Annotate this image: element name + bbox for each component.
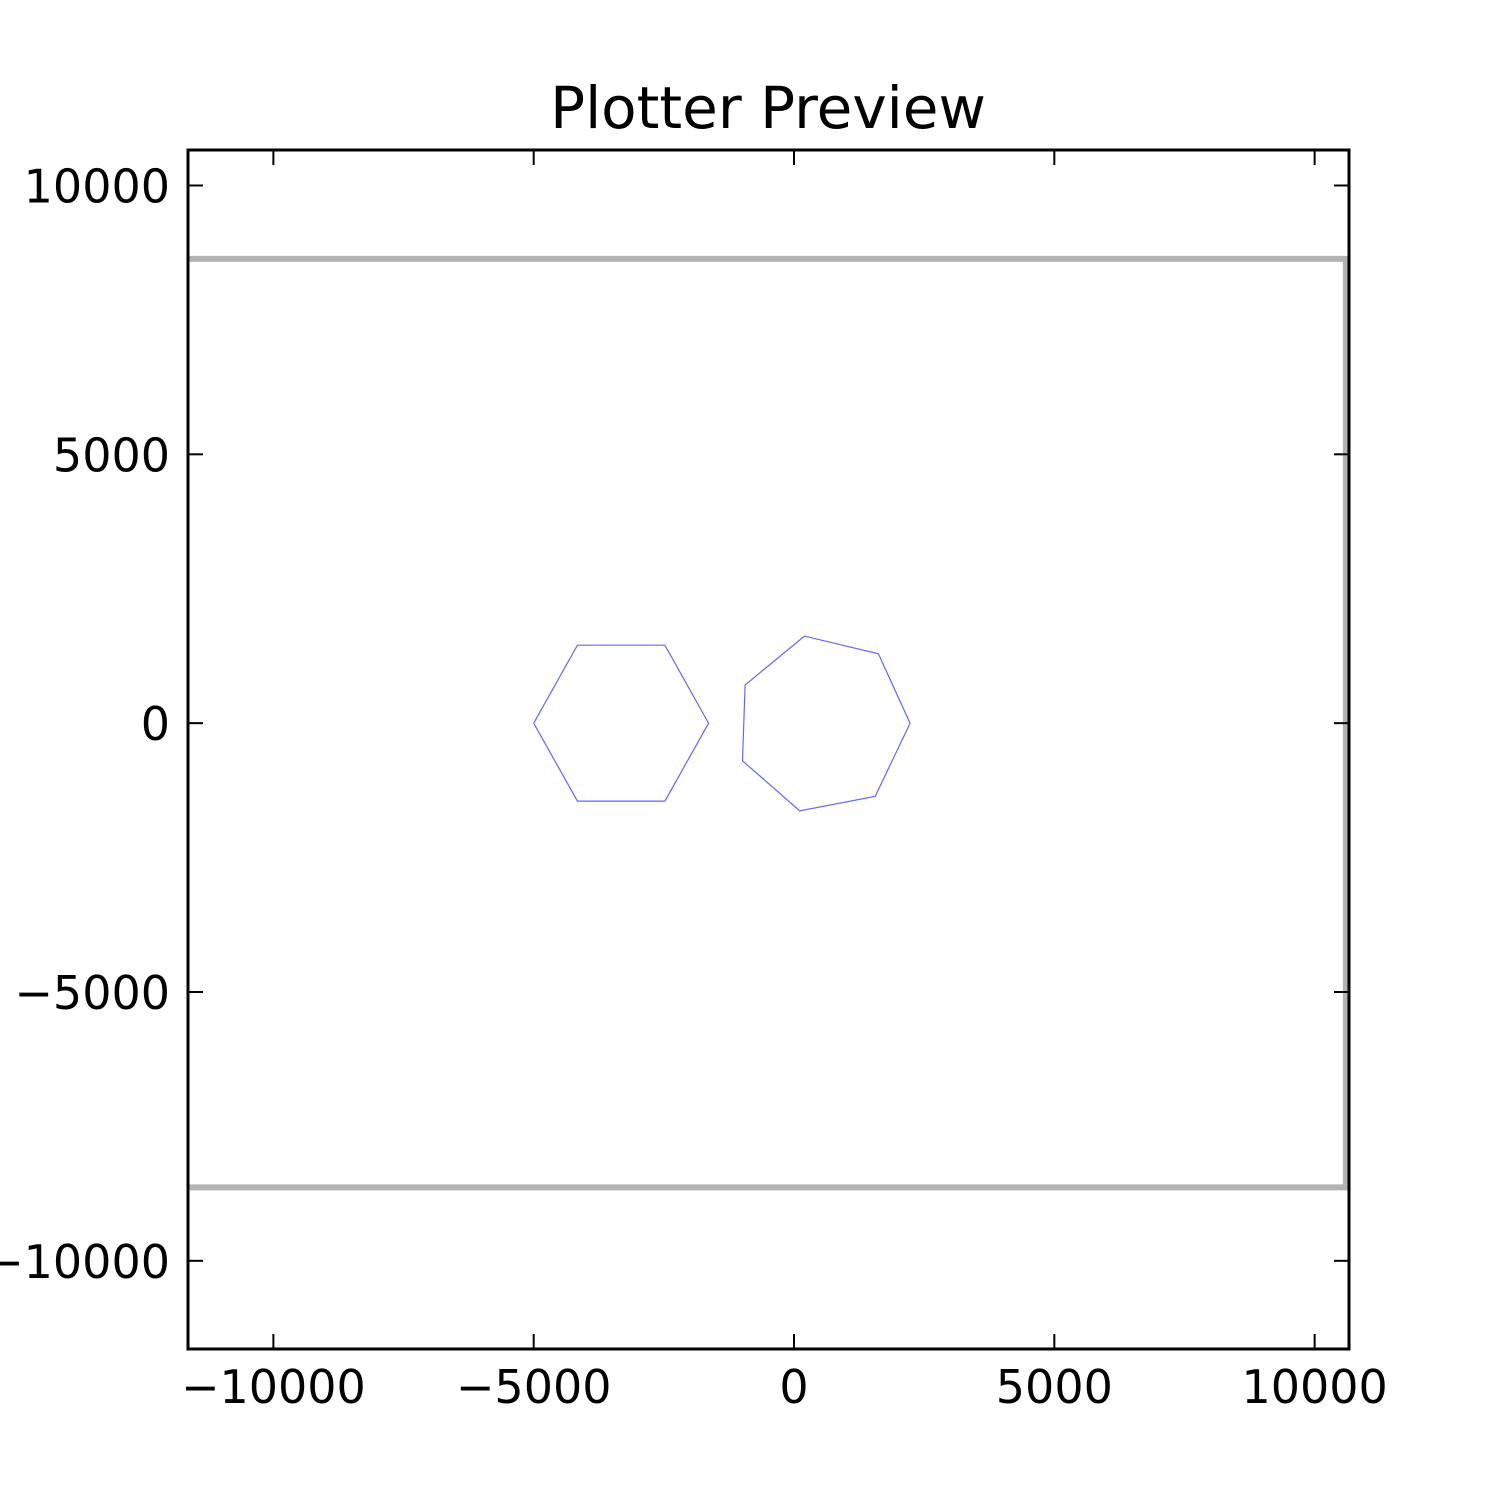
x-tick-label: 5000	[996, 1360, 1113, 1414]
series-layer	[533, 635, 911, 812]
x-tick-label: −5000	[456, 1360, 612, 1414]
shape-outline-2	[741, 635, 911, 812]
plot-frame	[186, 148, 1351, 1351]
plot-boundary-layer	[188, 255, 1349, 1191]
y-tick-label: 0	[141, 697, 170, 751]
tick-layer: −10000 −5000 0 5000 10000 −10000 −5000 0 5000 100…	[0, 150, 1388, 1414]
y-tick-label: −5000	[14, 966, 170, 1020]
y-tick-label: 10000	[24, 159, 170, 213]
x-tick-label: 10000	[1241, 1360, 1387, 1414]
x-tick-label: −10000	[181, 1360, 366, 1414]
shape-outline-1	[533, 644, 710, 802]
chart-title: Plotter Preview	[550, 74, 986, 142]
x-tick-label: 0	[779, 1360, 808, 1414]
y-tick-label: −10000	[0, 1235, 170, 1289]
y-tick-label: 5000	[53, 428, 170, 482]
